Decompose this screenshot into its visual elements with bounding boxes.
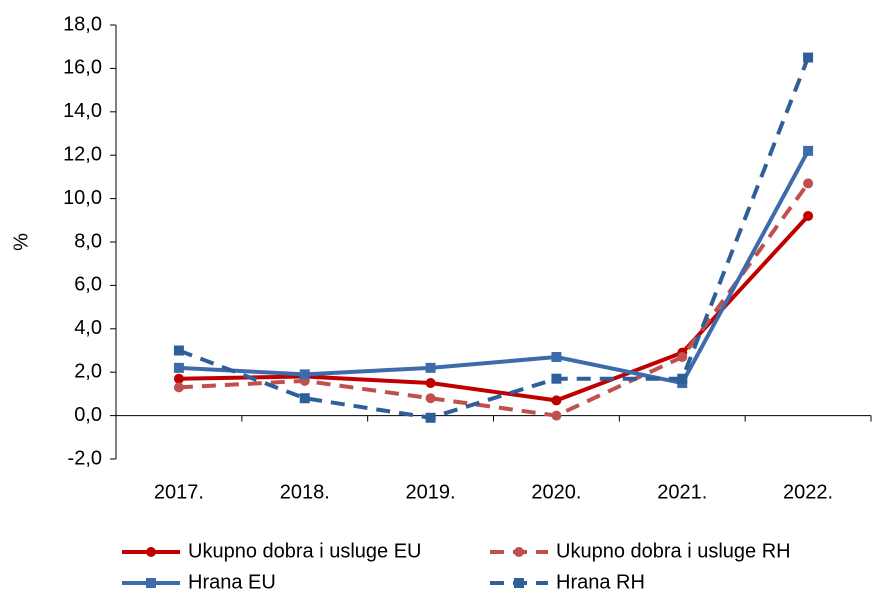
- point: [677, 352, 688, 363]
- point: [803, 210, 814, 221]
- series-line: [178, 182, 810, 418]
- point: [551, 352, 562, 363]
- x-tick-label: 2017.: [154, 481, 204, 503]
- point: [425, 362, 436, 373]
- y-tick-label: 2,0: [74, 360, 102, 382]
- legend-label: Ukupno dobra i usluge RH: [556, 540, 791, 562]
- y-axis-label: %: [10, 233, 32, 251]
- point: [146, 547, 156, 557]
- point: [173, 382, 184, 393]
- y-tick-label: 16,0: [63, 57, 102, 79]
- point: [551, 410, 562, 421]
- point: [425, 412, 436, 423]
- x-tick-label: 2018.: [280, 481, 330, 503]
- series-line: [178, 149, 810, 386]
- point: [173, 373, 184, 384]
- point: [173, 345, 184, 356]
- point: [677, 373, 688, 384]
- point: [803, 178, 814, 189]
- point: [299, 369, 310, 380]
- point: [425, 393, 436, 404]
- series-line: [178, 56, 810, 420]
- legend-label: Hrana RH: [556, 571, 645, 593]
- point: [299, 393, 310, 404]
- x-tick-label: 2020.: [531, 481, 581, 503]
- y-tick-label: 14,0: [63, 100, 102, 122]
- y-tick-label: 6,0: [74, 274, 102, 296]
- point: [425, 378, 436, 389]
- point: [803, 52, 814, 63]
- point: [551, 373, 562, 384]
- y-tick-label: -2,0: [68, 447, 102, 469]
- y-tick-label: 4,0: [74, 317, 102, 339]
- legend-label: Hrana EU: [188, 571, 276, 593]
- point: [146, 578, 156, 588]
- point: [173, 362, 184, 373]
- y-tick-label: 8,0: [74, 230, 102, 252]
- point: [551, 395, 562, 406]
- x-tick-label: 2022.: [783, 481, 833, 503]
- y-tick-label: 18,0: [63, 13, 102, 35]
- point: [514, 547, 524, 557]
- point: [514, 578, 524, 588]
- y-tick-label: 0,0: [74, 404, 102, 426]
- point: [803, 145, 814, 156]
- y-tick-label: 10,0: [63, 187, 102, 209]
- y-tick-label: 12,0: [63, 143, 102, 165]
- x-tick-label: 2019.: [406, 481, 456, 503]
- x-tick-label: 2021.: [657, 481, 707, 503]
- legend-label: Ukupno dobra i usluge EU: [188, 540, 421, 562]
